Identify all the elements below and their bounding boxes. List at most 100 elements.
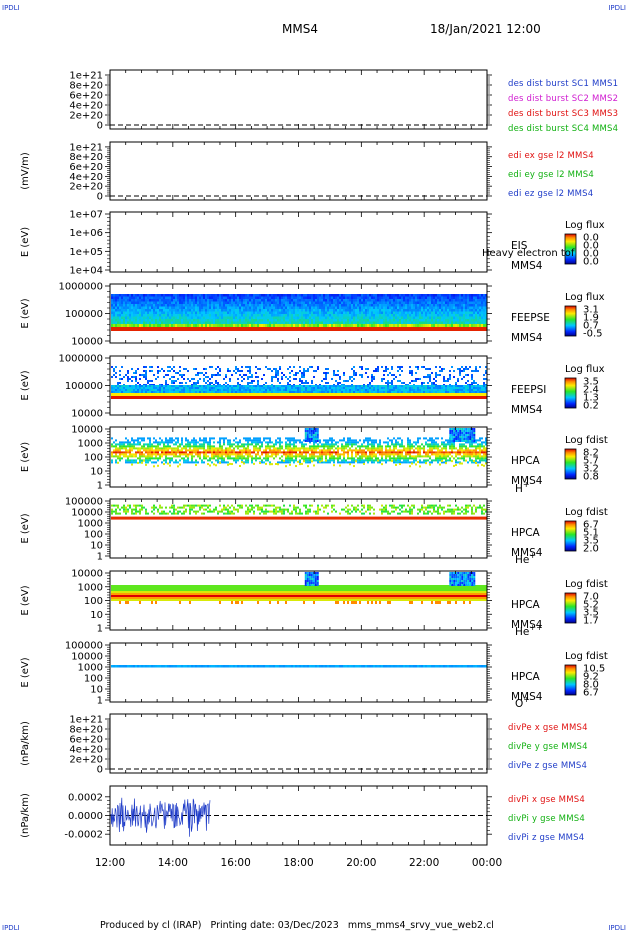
heatmap-cell (165, 309, 167, 312)
heatmap-cell (269, 391, 271, 393)
heatmap-cell (233, 324, 235, 327)
heatmap-cell (299, 366, 301, 368)
heatmap-cell (203, 296, 205, 299)
heatmap-cell (203, 327, 205, 331)
corner-bottom-right: IPDLI (608, 924, 626, 932)
heatmap-cell (485, 324, 487, 327)
heatmap-cell (321, 380, 323, 382)
heatmap-cell (385, 391, 387, 393)
heatmap-cell (471, 321, 473, 324)
heatmap-cell (213, 299, 215, 302)
heatmap-cell (173, 301, 175, 304)
heatmap-cell (397, 385, 399, 387)
heatmap-cell (257, 306, 259, 309)
heatmap-cell (361, 304, 363, 307)
heatmap-cell (415, 316, 417, 319)
heatmap-cell (453, 301, 455, 304)
y-tick-label: 4e+20 (69, 101, 103, 112)
heatmap-cell (343, 294, 345, 297)
heatmap-cell (191, 327, 193, 331)
heatmap-cell (457, 327, 459, 331)
heatmap-cell (243, 319, 245, 322)
heatmap-cell (429, 319, 431, 322)
heatmap-cell (389, 372, 391, 374)
heatmap-cell (195, 319, 197, 322)
heatmap-cell (261, 324, 263, 327)
heatmap-cell (479, 316, 481, 319)
heatmap-cell (215, 389, 217, 391)
heatmap-cell (313, 296, 315, 299)
heatmap-cell (179, 385, 181, 387)
heatmap-cell (287, 311, 289, 314)
heatmap-cell (479, 296, 481, 299)
heatmap-cell (479, 321, 481, 324)
heatmap-cell (373, 296, 375, 299)
heatmap-cell (131, 314, 133, 317)
heatmap-cell (277, 304, 279, 307)
heatmap-cell (245, 385, 247, 387)
heatmap-cell (457, 311, 459, 314)
heatmap-cell (471, 319, 473, 322)
heatmap-cell (345, 306, 347, 309)
heatmap-cell (303, 319, 305, 322)
heatmap-cell (431, 389, 433, 391)
heatmap-cell (383, 396, 385, 399)
heatmap-cell (457, 301, 459, 304)
heatmap-cell (403, 391, 405, 393)
heatmap-cell (207, 321, 209, 324)
heatmap-cell (317, 321, 319, 324)
heatmap-cell (257, 324, 259, 327)
heatmap-cell (119, 306, 121, 309)
heatmap-cell (189, 393, 191, 396)
heatmap-cell (373, 387, 375, 389)
heatmap-cell (319, 389, 321, 391)
heatmap-cell (353, 370, 355, 372)
heatmap-cell (179, 301, 181, 304)
heatmap-cell (185, 327, 187, 331)
heatmap-cell (367, 324, 369, 327)
heatmap-cell (401, 311, 403, 314)
heatmap-cell (399, 387, 401, 389)
heatmap-cell (261, 396, 263, 399)
heatmap-cell (375, 301, 377, 304)
heatmap-cell (215, 314, 217, 317)
heatmap-cell (153, 319, 155, 322)
heatmap-cell (405, 301, 407, 304)
heatmap-cell (195, 396, 197, 399)
heatmap-cell (393, 393, 395, 396)
heatmap-cell (333, 327, 335, 331)
heatmap-cell (389, 396, 391, 399)
heatmap-cell (149, 306, 151, 309)
heatmap-cell (307, 370, 309, 372)
heatmap-cell (301, 393, 303, 396)
heatmap-cell (483, 324, 485, 327)
heatmap-cell (435, 385, 437, 387)
heatmap-cell (265, 319, 267, 322)
heatmap-cell (135, 306, 137, 309)
y-axis-label: E (eV) (20, 298, 31, 328)
heatmap-cell (163, 385, 165, 387)
heatmap-cell (123, 376, 125, 378)
heatmap-cell (273, 306, 275, 309)
heatmap-cell (417, 321, 419, 324)
heatmap-cell (201, 294, 203, 297)
heatmap-cell (387, 374, 389, 376)
heatmap-cell (391, 321, 393, 324)
heatmap-cell (123, 306, 125, 309)
heatmap-cell (315, 327, 317, 331)
heatmap-cell (229, 380, 231, 382)
heatmap-cell (209, 301, 211, 304)
heatmap-cell (167, 309, 169, 312)
heatmap-cell (261, 314, 263, 317)
heatmap-cell (303, 385, 305, 387)
heatmap-cell (363, 324, 365, 327)
heatmap-cell (379, 319, 381, 322)
heatmap-cell (217, 391, 219, 393)
heatmap-cell (239, 327, 241, 331)
heatmap-cell (337, 314, 339, 317)
heatmap-cell (305, 299, 307, 302)
heatmap-cell (181, 396, 183, 399)
heatmap-cell (373, 324, 375, 327)
heatmap-cell (115, 294, 117, 297)
heatmap-cell (485, 294, 487, 297)
